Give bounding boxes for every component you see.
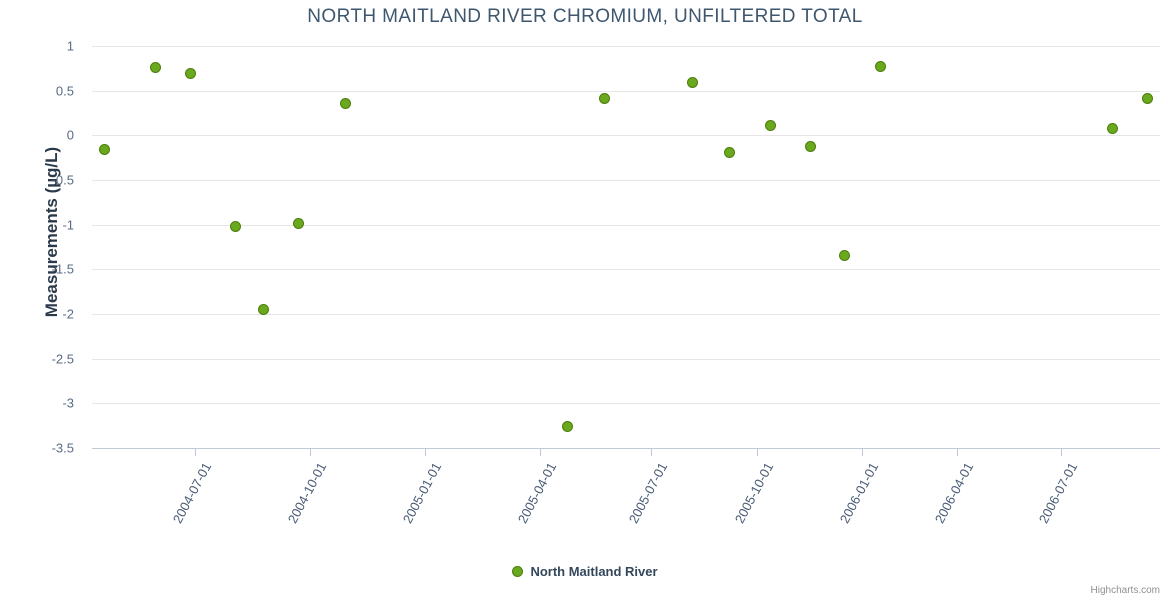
gridline	[92, 46, 1160, 47]
data-point[interactable]	[293, 217, 304, 229]
x-axis-tick-label: 2005-10-01	[731, 460, 777, 526]
data-point[interactable]	[99, 143, 110, 155]
x-axis-tick	[651, 448, 652, 456]
gridline	[92, 269, 1160, 271]
x-axis-tick-label: 2005-07-01	[625, 460, 671, 526]
data-point[interactable]	[765, 119, 776, 131]
y-axis-tick-label: 1	[66, 38, 74, 54]
gridline	[92, 90, 1160, 92]
data-point[interactable]	[599, 92, 610, 104]
data-point[interactable]	[687, 76, 698, 88]
x-axis-tick	[195, 448, 196, 456]
data-point[interactable]	[805, 141, 816, 153]
y-axis-tick-label: -2	[62, 306, 74, 322]
data-point[interactable]	[185, 67, 196, 79]
data-point[interactable]	[562, 420, 573, 432]
gridline	[92, 403, 1160, 405]
y-axis-tick-label: -1.5	[51, 261, 74, 277]
y-axis-tick-label: -0.5	[51, 172, 74, 188]
y-axis-tick-label: 0	[66, 127, 74, 143]
y-axis-tick-label: -3	[62, 395, 74, 411]
x-axis-tick	[957, 448, 958, 456]
x-axis-tick	[862, 448, 863, 456]
legend-item-label[interactable]: North Maitland River	[530, 564, 658, 579]
x-axis-tick-label: 2004-07-01	[169, 460, 215, 526]
circle-marker-icon	[512, 566, 524, 577]
x-axis-tick-label: 2006-01-01	[836, 460, 882, 526]
y-axis-tick-label: 0.5	[55, 83, 74, 99]
chart-legend: North Maitland River	[0, 564, 1170, 579]
x-axis-tick-label: 2005-01-01	[399, 460, 445, 526]
x-axis-tick	[1061, 448, 1062, 456]
x-axis-line	[92, 448, 1160, 449]
plot-area: 1 0.5 0 -0.5 -1 -1.5 -2 -2.5 -3 -3.5 2004-07-01 200…	[52, 39, 1160, 526]
data-point[interactable]	[1142, 92, 1153, 104]
data-point[interactable]	[150, 62, 161, 74]
data-point[interactable]	[258, 303, 269, 315]
x-axis-tick-label: 2006-04-01	[931, 460, 977, 526]
x-axis-tick	[425, 448, 426, 456]
chart-credits[interactable]: Highcharts.com	[1090, 585, 1160, 596]
y-axis-tick-label: -2.5	[51, 351, 74, 367]
data-point[interactable]	[839, 250, 850, 262]
x-axis-tick-label: 2005-04-01	[514, 460, 560, 526]
data-point[interactable]	[230, 221, 241, 233]
y-axis-tick-label: -1	[62, 217, 74, 233]
data-point[interactable]	[724, 147, 735, 159]
x-axis-tick	[757, 448, 758, 456]
x-axis-tick	[540, 448, 541, 456]
gridline	[92, 180, 1160, 181]
x-axis-tick-label: 2004-10-01	[284, 460, 330, 526]
gridline	[92, 358, 1160, 360]
gridline	[92, 135, 1160, 137]
y-axis-tick-label: -3.5	[51, 440, 74, 456]
data-point[interactable]	[1107, 123, 1118, 135]
chart-title: NORTH MAITLAND RIVER CHROMIUM, UNFILTERE…	[307, 6, 863, 27]
x-axis-tick-label: 2006-07-01	[1035, 460, 1081, 526]
data-point[interactable]	[875, 60, 886, 72]
x-axis-tick	[310, 448, 311, 456]
gridline	[92, 224, 1160, 226]
data-point[interactable]	[340, 98, 351, 110]
gridline	[92, 314, 1160, 315]
